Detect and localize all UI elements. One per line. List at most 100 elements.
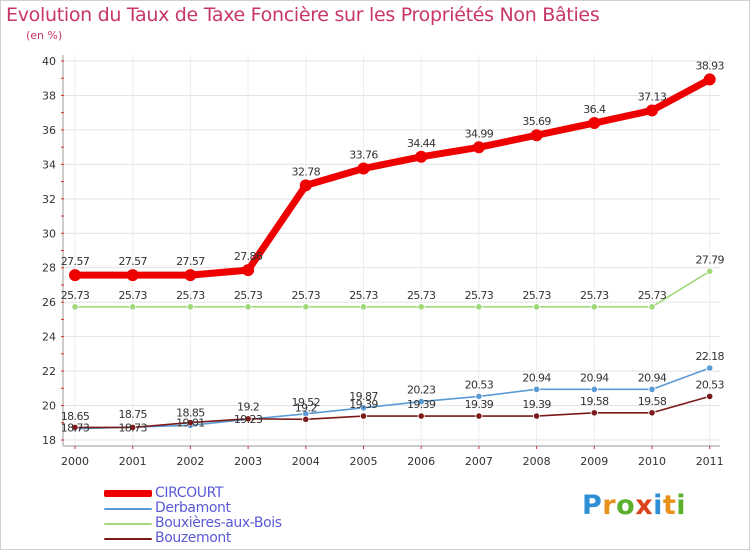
- data-point-circourt: [530, 129, 543, 142]
- data-label-derbamont: 19.87: [349, 390, 378, 403]
- data-point-bouxieres-aux-bois: [129, 303, 137, 311]
- y-tick-label: 40: [42, 55, 56, 68]
- y-tick-label: 36: [42, 124, 56, 137]
- data-point-derbamont: [359, 404, 368, 412]
- data-point-circourt: [472, 141, 485, 154]
- data-label-derbamont: 20.94: [638, 371, 667, 384]
- data-label-circourt: 36.4: [583, 103, 606, 116]
- data-point-circourt: [588, 117, 601, 130]
- data-point-bouxieres-aux-bois: [532, 303, 541, 311]
- legend-swatch-bouzemont: [104, 538, 152, 540]
- data-point-circourt: [242, 264, 255, 277]
- data-label-derbamont: 19.2: [237, 400, 259, 413]
- data-point-derbamont: [706, 364, 714, 372]
- data-point-bouxieres-aux-bois: [706, 267, 714, 275]
- data-label-bouzemont: 19.58: [580, 395, 609, 408]
- y-tick-label: 22: [42, 365, 56, 378]
- legend-label-derbamont: Derbamont: [155, 500, 231, 516]
- y-axis-unit: (en %): [26, 29, 63, 42]
- data-point-bouzemont: [186, 419, 194, 427]
- data-label-bouxieres-aux-bois: 25.73: [638, 289, 667, 302]
- logo-letter: i: [653, 490, 663, 521]
- data-point-derbamont: [475, 392, 483, 401]
- y-tick-label: 18: [42, 434, 56, 447]
- x-tick-label-2006: 2006: [407, 455, 435, 468]
- data-point-bouxieres-aux-bois: [475, 303, 483, 311]
- data-label-circourt: 38.93: [695, 59, 724, 72]
- legend-swatch-bouxieres-aux-bois: [104, 523, 152, 525]
- data-label-derbamont: 22.18: [695, 350, 724, 363]
- data-point-bouxieres-aux-bois: [359, 303, 368, 311]
- data-label-circourt: 35.69: [522, 115, 551, 128]
- data-label-circourt: 32.78: [292, 165, 321, 178]
- data-label-bouzemont: 19.39: [465, 398, 494, 411]
- data-point-bouxieres-aux-bois: [244, 303, 252, 311]
- data-point-circourt: [184, 269, 197, 282]
- data-label-bouxieres-aux-bois: 25.73: [176, 289, 205, 302]
- x-tick-label-2009: 2009: [580, 455, 608, 468]
- logo-letter: t: [662, 490, 677, 521]
- data-label-bouzemont: 19.01: [176, 417, 205, 430]
- data-point-circourt: [415, 150, 428, 163]
- data-label-circourt: 34.99: [465, 127, 494, 140]
- data-label-circourt: 37.13: [638, 90, 667, 103]
- data-label-bouzemont: 19.58: [638, 395, 667, 408]
- data-label-bouxieres-aux-bois: 25.73: [292, 289, 321, 302]
- proxiti-logo: Proxiti: [582, 490, 686, 521]
- data-label-derbamont: 19.52: [292, 396, 321, 409]
- data-point-bouxieres-aux-bois: [302, 303, 310, 311]
- logo-letter: i: [676, 490, 687, 521]
- x-tick-label-2010: 2010: [638, 455, 666, 468]
- data-point-derbamont: [590, 385, 598, 393]
- data-label-derbamont: 18.75: [118, 408, 147, 421]
- x-tick-label-2011: 2011: [696, 455, 724, 468]
- data-label-bouxieres-aux-bois: 25.73: [118, 289, 147, 302]
- y-tick-label: 32: [42, 193, 56, 206]
- y-tick-label: 20: [42, 400, 56, 413]
- data-label-derbamont: 20.94: [522, 371, 551, 384]
- data-label-derbamont: 20.23: [407, 384, 436, 397]
- series-line-bouzemont: [74, 395, 711, 429]
- logo-letter: r: [602, 490, 617, 521]
- data-label-circourt: 27.57: [61, 255, 90, 268]
- data-point-bouxieres-aux-bois: [186, 303, 194, 311]
- y-tick-label: 34: [42, 158, 56, 171]
- data-label-bouzemont: 19.39: [407, 398, 436, 411]
- legend-swatch-derbamont: [104, 508, 152, 510]
- data-label-circourt: 34.44: [407, 137, 436, 150]
- data-label-bouxieres-aux-bois: 25.73: [234, 289, 263, 302]
- series-line-derbamont: [74, 367, 711, 430]
- y-tick-label: 24: [42, 331, 56, 344]
- data-label-bouxieres-aux-bois: 25.73: [580, 289, 609, 302]
- x-tick-label-2001: 2001: [119, 455, 147, 468]
- data-point-bouxieres-aux-bois: [648, 303, 656, 311]
- x-tick-label-2007: 2007: [465, 455, 493, 468]
- logo-letter: P: [582, 490, 603, 521]
- logo-letter: o: [616, 490, 636, 521]
- y-tick-label: 30: [42, 227, 56, 240]
- data-point-circourt: [299, 179, 312, 192]
- data-point-circourt: [357, 162, 370, 175]
- data-point-bouzemont: [706, 392, 714, 401]
- x-tick-label-2008: 2008: [523, 455, 551, 468]
- data-point-derbamont: [532, 385, 541, 393]
- x-tick-label-2000: 2000: [61, 455, 89, 468]
- data-point-bouzemont: [71, 423, 79, 432]
- data-point-bouzemont: [417, 412, 425, 420]
- x-tick-label-2004: 2004: [292, 455, 320, 468]
- data-point-bouzemont: [475, 412, 483, 420]
- data-point-derbamont: [417, 397, 425, 406]
- data-label-bouxieres-aux-bois: 25.73: [522, 289, 551, 302]
- data-point-circourt: [126, 269, 139, 282]
- data-point-bouzemont: [244, 415, 252, 423]
- data-label-derbamont: 18.65: [61, 410, 90, 423]
- data-label-circourt: 27.57: [118, 255, 147, 268]
- data-label-circourt: 33.76: [349, 148, 378, 161]
- data-label-derbamont: 20.53: [465, 378, 494, 391]
- data-point-bouzemont: [532, 412, 541, 420]
- data-label-bouzemont: 18.73: [61, 421, 90, 434]
- legend-swatch-circourt: [104, 490, 152, 497]
- x-tick-label-2005: 2005: [350, 455, 378, 468]
- data-label-bouzemont: 19.2: [295, 401, 317, 414]
